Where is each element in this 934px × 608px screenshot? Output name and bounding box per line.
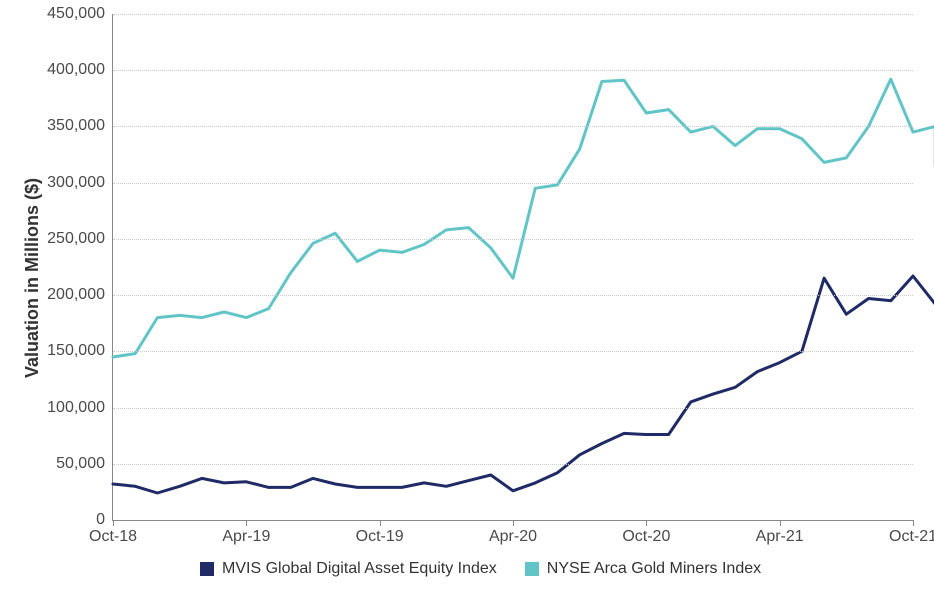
y-gridline (113, 464, 913, 465)
legend-item-mvis: MVIS Global Digital Asset Equity Index (200, 560, 497, 578)
x-tick-label: Apr-20 (489, 520, 537, 546)
y-tick-label: 300,000 (47, 174, 113, 192)
y-tick-label: 400,000 (47, 61, 113, 79)
y-tick-label: 350,000 (47, 117, 113, 135)
y-tick-label: 200,000 (47, 286, 113, 304)
x-tick-label: Oct-19 (356, 520, 404, 546)
y-tick-label: 50,000 (56, 455, 113, 473)
legend-label-nyse: NYSE Arca Gold Miners Index (547, 560, 761, 578)
x-tick-label: Oct-20 (622, 520, 670, 546)
y-gridline (113, 70, 913, 71)
y-gridline (113, 239, 913, 240)
legend-swatch-nyse (525, 562, 539, 576)
chart-legend: MVIS Global Digital Asset Equity Index N… (200, 560, 761, 578)
y-tick-label: 100,000 (47, 399, 113, 417)
valuation-chart: 050,000100,000150,000200,000250,000300,0… (0, 0, 934, 608)
y-gridline (113, 183, 913, 184)
y-tick-label: 250,000 (47, 230, 113, 248)
y-axis-label: Valuation in Millions ($) (22, 178, 43, 378)
y-gridline (113, 408, 913, 409)
x-tick-label: Apr-21 (756, 520, 804, 546)
plot-area: 050,000100,000150,000200,000250,000300,0… (112, 14, 913, 521)
y-tick-label: 150,000 (47, 342, 113, 360)
legend-item-nyse: NYSE Arca Gold Miners Index (525, 560, 761, 578)
x-tick-label: Oct-18 (89, 520, 137, 546)
y-gridline (113, 14, 913, 15)
y-gridline (113, 351, 913, 352)
y-gridline (113, 295, 913, 296)
legend-swatch-mvis (200, 562, 214, 576)
chart-lines-svg (113, 14, 913, 520)
y-gridline (113, 126, 913, 127)
x-tick-label: Apr-19 (222, 520, 270, 546)
legend-label-mvis: MVIS Global Digital Asset Equity Index (222, 560, 497, 578)
series-line-nyse (113, 79, 934, 357)
series-line-mvis (113, 261, 934, 493)
x-tick-label: Oct-21 (889, 520, 934, 546)
y-tick-label: 450,000 (47, 5, 113, 23)
